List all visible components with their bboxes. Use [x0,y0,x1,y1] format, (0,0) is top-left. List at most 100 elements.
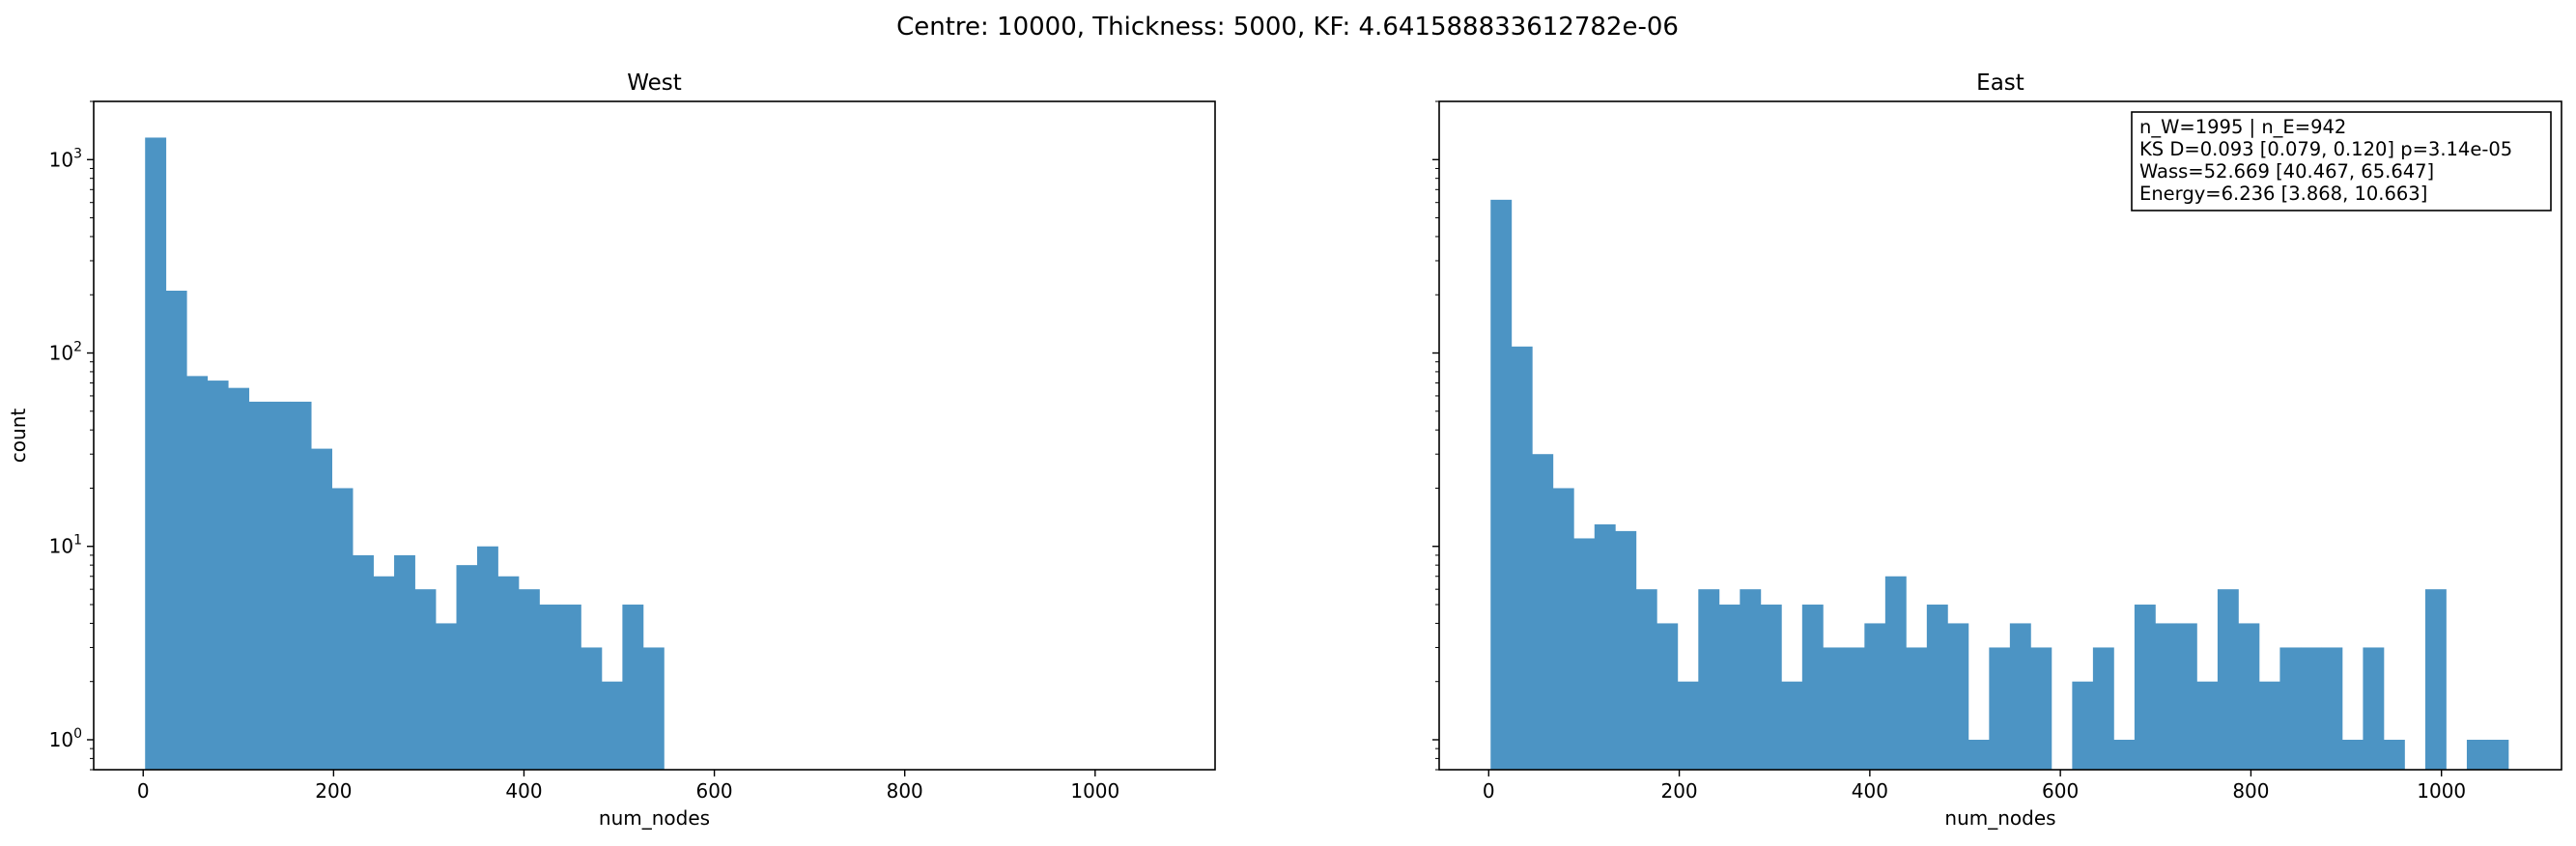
axes-frame [93,100,1216,771]
histogram-bar [1594,523,1616,770]
histogram-bar [1947,623,1969,770]
x-tick-label: 200 [315,779,352,803]
chart-panel-west: 0 200 400 600 800 1000 100 101 102 103 West num_nod… [7,70,1216,830]
histogram-bar [1698,589,1720,770]
x-tick-label: 0 [137,779,150,803]
panel-title: West [627,70,682,96]
histogram-bar [1511,346,1533,770]
x-tick-label: 800 [2232,779,2269,803]
histogram-bar [1740,589,1762,770]
figure-title: Centre: 10000, Thickness: 5000, KF: 4.64… [896,13,1679,42]
histogram-bar [2009,623,2031,770]
histogram-bar [2238,623,2260,770]
histogram-bar [1615,530,1637,770]
histogram-bar [559,605,581,770]
histogram-bar [1760,605,1782,770]
histogram-bar [228,387,250,770]
histogram-bar [1801,605,1824,770]
histogram-bar [2321,647,2343,770]
histogram-bar [394,554,415,770]
stats-box [2131,111,2552,212]
histogram-bar [311,448,332,770]
histogram-bar [2487,739,2509,770]
histogram-bar [518,589,540,770]
histogram-bar [2175,623,2197,770]
histogram-bar [539,605,561,770]
histogram-bar [145,137,167,770]
histogram-bar [290,401,312,770]
histogram-bar [2030,647,2052,770]
histogram-bar [1718,605,1741,770]
histogram-bar [2279,647,2302,770]
panel-title: East [1976,70,2024,96]
histogram-bar [436,623,457,770]
histogram-bar [165,290,187,770]
histogram-bar [497,576,520,770]
histogram-bar [2155,623,2177,770]
y-tick-label: 102 [49,340,82,365]
y-axis-label: count [7,409,30,464]
histogram-bar [2217,589,2239,770]
histogram-bar [601,681,623,770]
histogram-bar [1656,623,1679,770]
y-tick-label: 103 [49,146,82,171]
stats-line: KS D=0.093 [0.079, 0.120] p=3.14e-05 [2139,138,2512,160]
y-tick-label: 101 [49,533,82,558]
histogram-bar [186,376,209,770]
x-tick-label: 600 [695,779,732,803]
stats-line: n_W=1995 | n_E=942 [2139,116,2346,138]
x-tick-label: 1000 [2417,779,2466,803]
x-tick-label: 1000 [1070,779,1119,803]
histogram-bar [2383,739,2405,770]
histogram-bar [1532,454,1554,770]
histogram-bar [353,554,374,770]
x-tick-label: 400 [1852,779,1888,803]
histogram-bar [1677,681,1699,770]
histogram-bar [1490,199,1513,771]
histogram-bar [2258,681,2280,770]
histogram-bar [248,401,270,770]
histogram-bar [1573,538,1596,770]
histogram-bar [1906,647,1928,770]
histogram-bar [456,565,478,770]
histogram-bar [2300,647,2322,770]
histogram-bar [2466,739,2488,770]
histogram-bar [1781,681,1803,770]
histogram-bar [1552,488,1574,770]
x-axis-label: num_nodes [1944,806,2055,830]
chart-panel-east: 0 200 400 600 800 1000 East num_nodes n_W=1995 |… [1432,70,2562,830]
histogram-bar [1884,576,1907,770]
histogram-bar [476,546,498,770]
panels: 0 200 400 600 800 1000 100 101 102 103 West num_nod… [7,70,2562,830]
histogram-bar [580,647,603,770]
histogram-bar [2072,681,2094,770]
x-tick-label: 200 [1660,779,1697,803]
histogram-bar [1989,647,2011,770]
histogram-bar [642,647,665,770]
histogram-bar [207,381,229,770]
histogram-bar [331,488,354,770]
x-tick-label: 0 [1483,779,1495,803]
x-tick-label: 800 [887,779,923,803]
histogram-bar [1926,605,1948,770]
histogram-bar [1864,623,1886,770]
histogram-bar [622,605,644,770]
histogram-bar [2341,739,2364,770]
histogram-bar [1843,647,1865,770]
histogram-bar [414,589,437,770]
histogram-bar [1635,589,1657,770]
histogram-bar [2134,605,2156,770]
x-tick-label: 400 [505,779,542,803]
x-axis-label: num_nodes [599,806,710,830]
histogram-bar [373,576,395,770]
stats-line: Wass=52.669 [40.467, 65.647] [2139,160,2434,183]
histogram-bar [2113,739,2136,770]
axes-frame [1438,100,2562,771]
histogram-bar [1823,647,1845,770]
histogram-bar [2092,647,2114,770]
stats-line: Energy=6.236 [3.868, 10.663] [2139,183,2427,205]
histogram-bar [269,401,292,770]
histogram-bar [2424,589,2447,770]
histogram-bar [2196,681,2219,770]
